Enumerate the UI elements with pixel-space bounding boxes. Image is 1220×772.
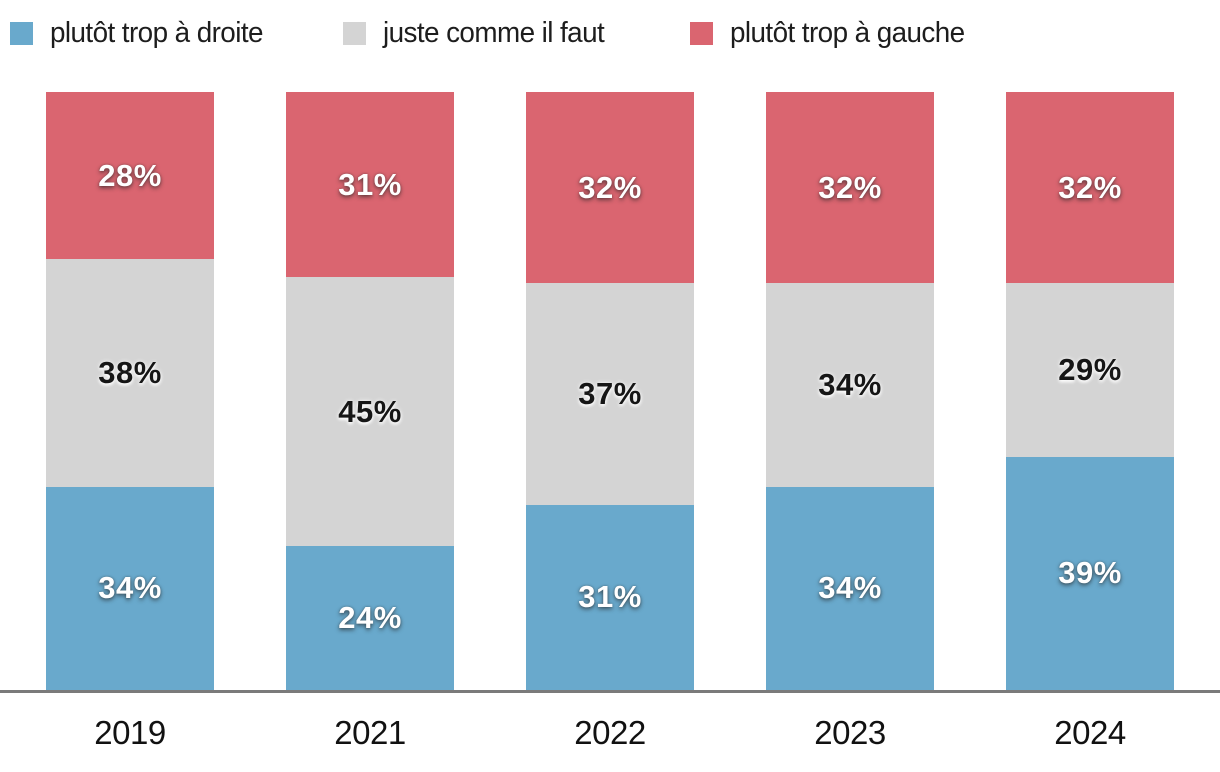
legend-label: juste comme il faut xyxy=(383,17,605,49)
segment-value-label: 37% xyxy=(578,375,642,411)
legend-item-gauche: plutôt trop à gauche xyxy=(690,17,974,50)
segment-value-label: 34% xyxy=(818,570,882,606)
x-axis-label: 2021 xyxy=(334,714,406,751)
segment-value-label: 32% xyxy=(578,169,642,205)
legend-swatch-red xyxy=(690,22,713,45)
plot-area: 28% 38% 34% 31% 45% 24% 32% 37% 31% 32% 34% 34% 32% 2… xyxy=(0,92,1220,690)
bar-segment: 32% xyxy=(766,92,934,284)
segment-value-label: 45% xyxy=(338,393,402,429)
segment-value-label: 34% xyxy=(818,367,882,403)
bar-segment: 29% xyxy=(1006,283,1174,457)
legend-swatch-blue xyxy=(10,22,33,45)
bar-2022: 32% 37% 31% xyxy=(526,92,694,690)
bar-segment: 38% xyxy=(46,259,214,487)
segment-value-label: 32% xyxy=(1058,169,1122,205)
bar-segment: 31% xyxy=(526,504,694,690)
segment-value-label: 34% xyxy=(98,570,162,606)
bar-segment: 34% xyxy=(766,486,934,690)
bar-2023: 32% 34% 34% xyxy=(766,92,934,690)
bar-segment: 37% xyxy=(526,283,694,505)
segment-value-label: 38% xyxy=(98,355,162,391)
bar-segment: 28% xyxy=(46,92,214,260)
legend-item-droite: plutôt trop à droite xyxy=(10,17,272,50)
bar-2019: 28% 38% 34% xyxy=(46,92,214,690)
segment-value-label: 39% xyxy=(1058,555,1122,591)
bar-segment: 24% xyxy=(286,546,454,690)
segment-value-label: 24% xyxy=(338,600,402,636)
segment-value-label: 32% xyxy=(818,169,882,205)
x-axis: 2019 2021 2022 2023 2024 xyxy=(0,714,1220,764)
segment-value-label: 29% xyxy=(1058,352,1122,388)
x-axis-label: 2023 xyxy=(814,714,886,751)
segment-value-label: 31% xyxy=(578,579,642,615)
bar-segment: 31% xyxy=(286,92,454,278)
x-axis-line xyxy=(0,690,1220,693)
bar-segment: 34% xyxy=(46,486,214,690)
legend-item-juste: juste comme il faut xyxy=(343,17,613,50)
legend-label: plutôt trop à gauche xyxy=(730,17,965,49)
legend-label: plutôt trop à droite xyxy=(50,17,263,49)
bar-2021: 31% 45% 24% xyxy=(286,92,454,690)
bar-segment: 34% xyxy=(766,283,934,487)
legend: plutôt trop à droite juste comme il faut… xyxy=(0,0,1220,62)
legend-swatch-gray xyxy=(343,22,366,45)
x-axis-label: 2022 xyxy=(574,714,646,751)
x-axis-label: 2019 xyxy=(94,714,166,751)
x-axis-label: 2024 xyxy=(1054,714,1126,751)
bar-segment: 32% xyxy=(526,92,694,284)
bar-segment: 39% xyxy=(1006,456,1174,690)
segment-value-label: 31% xyxy=(338,166,402,202)
segment-value-label: 28% xyxy=(98,157,162,193)
bar-segment: 32% xyxy=(1006,92,1174,284)
bar-2024: 32% 29% 39% xyxy=(1006,92,1174,690)
bar-segment: 45% xyxy=(286,277,454,547)
